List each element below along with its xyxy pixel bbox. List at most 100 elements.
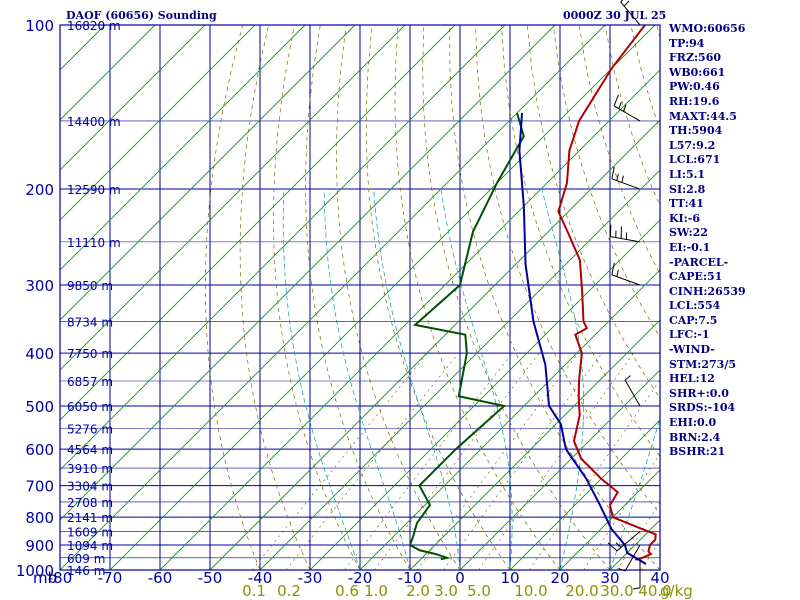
isotherm-line bbox=[359, 269, 660, 570]
mixing-ratio-unit: g/kg bbox=[660, 582, 693, 600]
mixing-ratio-label: 30.0 bbox=[600, 582, 633, 600]
mixing-ratio-label: 2.0 bbox=[406, 582, 430, 600]
isotherm-line bbox=[60, 25, 256, 221]
wind-barb-flag bbox=[616, 269, 619, 277]
isotherm-line bbox=[209, 119, 660, 570]
moist-adiabat bbox=[323, 189, 411, 570]
wind-barb-flag bbox=[620, 0, 624, 3]
wind-barb-flag bbox=[633, 587, 641, 590]
stat-line: LCL:671 bbox=[669, 153, 721, 167]
wind-barb-staff bbox=[610, 236, 641, 243]
temp-tick-label: 0 bbox=[455, 569, 465, 587]
plot-area bbox=[60, 25, 660, 570]
height-label: 8734 m bbox=[67, 316, 113, 330]
pressure-tick-label: 300 bbox=[25, 277, 54, 295]
stat-line: L57:9.2 bbox=[669, 138, 716, 152]
stat-line: CAP:7.5 bbox=[669, 313, 718, 327]
stat-line: -PARCEL- bbox=[669, 255, 729, 269]
stat-line: BRN:2.4 bbox=[669, 430, 721, 444]
dry-adiabat bbox=[336, 25, 461, 570]
stat-line: RH:19.6 bbox=[669, 94, 720, 108]
wind-barb bbox=[609, 224, 641, 243]
mixing-ratio-line bbox=[416, 352, 579, 570]
height-label: 146 m bbox=[67, 564, 105, 578]
wind-barb-flag bbox=[618, 567, 626, 572]
stat-line: EHI:0.0 bbox=[669, 416, 717, 430]
isotherm-line bbox=[60, 25, 356, 321]
isotherm-line bbox=[109, 25, 656, 570]
pressure-tick-label: 400 bbox=[25, 345, 54, 363]
wind-barb-staff bbox=[624, 544, 641, 572]
wind-barb-flag bbox=[613, 94, 619, 107]
height-label: 5276 m bbox=[67, 422, 113, 436]
dry-adiabat bbox=[305, 25, 411, 570]
dry-adiabat bbox=[365, 25, 511, 570]
stat-line: BSHR:21 bbox=[669, 445, 726, 459]
stat-line: LFC:-1 bbox=[669, 328, 710, 342]
temperature-profile bbox=[557, 25, 657, 561]
mixing-ratio-line bbox=[443, 352, 603, 570]
isotherm-line bbox=[60, 25, 556, 521]
moist-adiabat bbox=[541, 188, 584, 570]
dry-adiabat bbox=[578, 25, 660, 275]
moist-adiabat bbox=[373, 189, 461, 570]
y-unit-label: mb bbox=[33, 569, 57, 587]
height-label: 2141 m bbox=[67, 511, 113, 525]
dry-adiabat bbox=[205, 25, 261, 570]
stat-line: MAXT:44.5 bbox=[669, 109, 737, 123]
height-label: 4564 m bbox=[67, 443, 113, 457]
pressure-tick-label: 1000 bbox=[16, 562, 54, 580]
isotherm-line bbox=[60, 25, 206, 171]
wind-barb-flag bbox=[611, 262, 615, 275]
chart-time: 0000Z 30 JUL 25 bbox=[563, 9, 667, 22]
pressure-tick-label: 200 bbox=[25, 181, 54, 199]
stat-line: SW:22 bbox=[669, 226, 708, 240]
wind-barb-flag bbox=[621, 175, 624, 183]
wind-barb-flag bbox=[622, 104, 627, 112]
temp-tick-label: -20 bbox=[348, 569, 373, 587]
dewpoint-profile bbox=[408, 112, 525, 561]
stat-line: TP:94 bbox=[669, 36, 705, 50]
wind-barb bbox=[607, 531, 641, 552]
stat-line: KI:-6 bbox=[669, 211, 700, 225]
temp-tick-label: -60 bbox=[148, 569, 173, 587]
temp-tick-label: 20 bbox=[550, 569, 569, 587]
stat-line: WB0:661 bbox=[669, 65, 726, 79]
moist-adiabat bbox=[282, 189, 361, 570]
height-label: 6050 m bbox=[67, 400, 113, 414]
wind-barb-flag bbox=[624, 375, 631, 381]
mixing-ratio-label: 0.1 bbox=[242, 582, 266, 600]
mixing-ratio-line bbox=[285, 352, 459, 570]
stat-line: PW:0.46 bbox=[669, 80, 720, 94]
pressure-tick-label: 900 bbox=[25, 537, 54, 555]
wind-barb-flag bbox=[607, 542, 618, 552]
stat-line: SRDS:-104 bbox=[669, 401, 736, 415]
pressure-tick-label: 800 bbox=[25, 509, 54, 527]
wind-barb-staff bbox=[611, 178, 641, 190]
temp-tick-label: -10 bbox=[398, 569, 423, 587]
wind-barb bbox=[633, 557, 641, 590]
stat-line: LCL:554 bbox=[669, 299, 721, 313]
isotherm-line bbox=[60, 25, 406, 371]
wind-barb-staff bbox=[624, 379, 641, 407]
height-label: 11110 m bbox=[67, 236, 121, 250]
dry-adiabat bbox=[273, 25, 361, 570]
height-label: 9850 m bbox=[67, 279, 113, 293]
temp-tick-label: -30 bbox=[298, 569, 323, 587]
isotherm-line bbox=[60, 25, 156, 121]
wind-barb bbox=[611, 262, 641, 286]
stat-line: TH:5904 bbox=[669, 124, 723, 138]
stats-panel: WMO:60656 TP:94 FRZ:560 WB0:661 PW:0.46 RH:19… bbox=[669, 22, 800, 460]
pressure-tick-label: 100 bbox=[25, 17, 54, 35]
stat-line: CAPE:51 bbox=[669, 270, 723, 284]
isotherm-line bbox=[259, 169, 660, 570]
wind-barb-staff bbox=[620, 1, 641, 26]
moist-adiabat bbox=[440, 189, 513, 570]
stat-line: SHR+:0.0 bbox=[669, 386, 729, 400]
mixing-ratio-line bbox=[374, 352, 540, 570]
temp-tick-label: 40 bbox=[650, 569, 669, 587]
dry-adiabat bbox=[501, 25, 660, 458]
height-label: 3304 m bbox=[67, 480, 113, 494]
moist-adiabat bbox=[609, 417, 660, 570]
stat-line: CINH:26539 bbox=[669, 284, 746, 298]
